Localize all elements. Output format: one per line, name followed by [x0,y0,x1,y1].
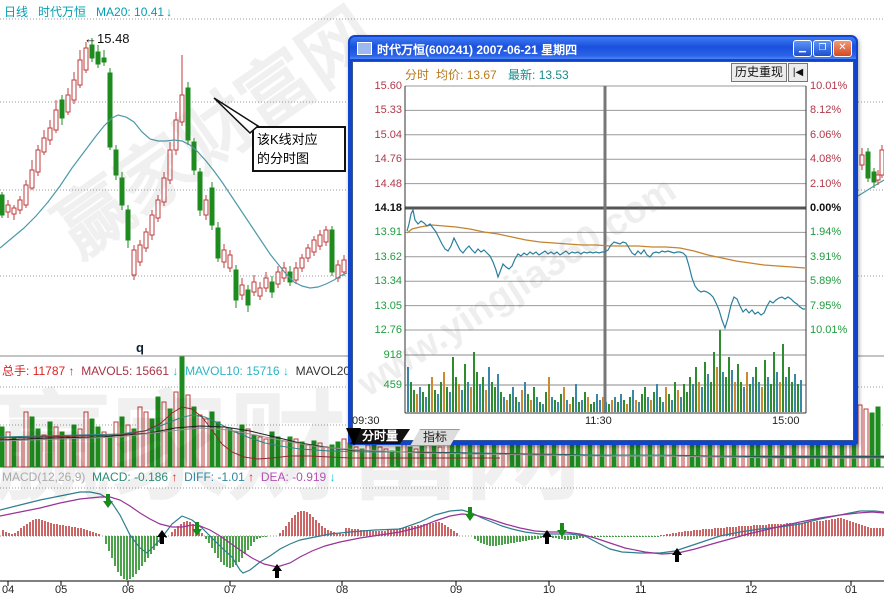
time-label: 09:30 [352,415,380,427]
dea-value: -0.919 [292,470,327,484]
last-label: 最新: [508,68,536,82]
axis-label: 13.62 [374,250,402,263]
ma20-down-arrow-icon: ↓ [166,5,173,19]
window-icon [357,42,372,55]
minimize-button[interactable]: ▁ [793,40,812,57]
axis-label: 13.34 [374,275,402,288]
zongshou-value: 11787 [32,364,66,378]
axis-label: 10.01% [810,324,848,336]
mavol5-value: 15661 [135,364,170,378]
month-label: 11 [635,584,647,596]
diff-value: -1.01 [217,470,245,484]
axis-label: 6.06% [810,128,842,141]
axis-label: 918 [383,349,402,361]
popup-title-bar[interactable]: 时代万恒(600241) 2007-06-21 星期四 ▁ ❐ ✕ [350,37,856,59]
axis-label: 459 [383,379,402,391]
diff-label: DIFF: [184,470,215,484]
mavol10-value: 15716 [246,364,280,378]
month-label: 04 [2,584,15,596]
rewind-icon: |◀ [792,67,804,78]
stock-name: 时代万恒 [38,5,87,19]
maximize-button[interactable]: ❐ [813,40,832,57]
axis-label: 8.12% [810,104,842,117]
zongshou-label: 总手: [2,364,30,378]
time-label: 11:30 [585,415,612,427]
axis-label: 3.91% [810,250,842,263]
tab-fenshiliang[interactable]: 分时量 [350,429,410,444]
avg-price-label: 均价: 13.67 [436,66,497,83]
axis-label: 13.91 [374,226,402,239]
macd-params: MACD(12,26,9) [2,470,86,484]
axis-label: 1.94% [810,226,842,239]
macd-label: MACD: [92,470,131,484]
volume-indicator-row: 总手: 11787 ↑ MAVOL5: 15661 ↓ MAVOL10: 157… [2,362,350,379]
callout-line1: 该K线对应 [257,132,318,147]
axis-label: 13.05 [374,299,402,312]
axis-label: 2.10% [810,177,842,190]
axis-label: 7.95% [810,299,842,312]
month-label: 08 [336,584,349,596]
close-button[interactable]: ✕ [833,40,852,57]
month-label: 10 [543,584,556,596]
dea-label: DEA: [260,470,289,484]
month-label: 05 [55,584,68,596]
mavol10-label: MAVOL10: [185,364,243,378]
time-label: 15:00 [772,415,800,427]
mavol20-label: MAVOL20 [295,364,351,378]
axis-label: 15.60 [374,80,402,92]
chart-header: 日线 时代万恒 MA20: 10.41 ↓ [4,3,182,20]
rewind-button[interactable]: |◀ [788,63,808,82]
fenshi-label: 分时 [405,68,430,82]
mavol5-label: MAVOL5: [81,364,133,378]
keyboard-marker: q [136,340,144,355]
avg-label: 均价: [436,68,464,82]
month-label: 12 [745,584,758,596]
month-label: 07 [224,584,237,596]
last-price-label: 最新: 13.53 [508,66,569,83]
macd-value: -0.186 [134,470,169,484]
axis-label: 15.04 [374,128,402,141]
popup-client-area [352,61,854,441]
axis-label: 4.08% [810,153,842,166]
period-label: 日线 [4,5,29,19]
axis-label: 5.89% [810,275,842,288]
axis-label: 10.01% [810,80,848,92]
axis-label: 14.48 [374,177,402,190]
axis-label: 0.00% [810,202,842,214]
down-arrow-icon: ↓ [172,364,179,378]
down-arrow-icon: ↓ [329,470,336,484]
intraday-popup-window: 时代万恒(600241) 2007-06-21 星期四 ▁ ❐ ✕ 分时 均价:… [348,35,858,445]
axis-label: 14.76 [374,153,402,166]
high-price-annotation: ←15.48 [84,31,130,46]
up-arrow-icon: ↑ [171,470,178,484]
callout-line2: 的分时图 [257,151,310,166]
month-label: 09 [450,584,463,596]
popup-title: 时代万恒(600241) 2007-06-21 星期四 [377,43,578,57]
month-label: 01 [845,584,858,596]
axis-label: 14.18 [374,202,402,214]
down-arrow-icon: ↓ [282,364,289,378]
up-arrow-icon: ↑ [248,470,255,484]
macd-indicator-row: MACD(12,26,9) MACD: -0.186 ↑ DIFF: -1.01… [2,470,336,484]
kline-callout-box: 该K线对应 的分时图 [252,126,346,172]
avg-value: 13.67 [466,68,497,82]
axis-label: 15.33 [374,104,402,117]
tab-zhibiao[interactable]: 指标 [410,429,460,446]
history-replay-button[interactable]: 历史重现 [731,63,787,82]
up-arrow-icon: ↑ [68,364,75,378]
last-value: 13.53 [538,68,569,82]
month-label: 06 [122,584,135,596]
ma20-value: MA20: 10.41 [96,5,165,19]
axis-label: 12.76 [374,324,402,336]
